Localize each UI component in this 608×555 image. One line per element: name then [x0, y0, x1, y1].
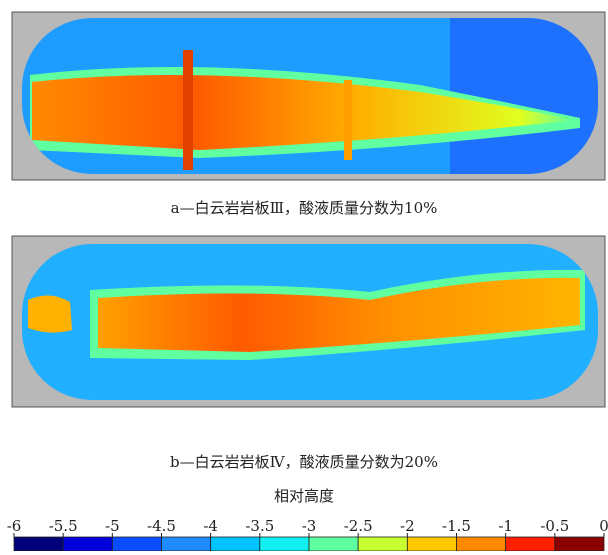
tick-label: -6 [7, 517, 22, 535]
panel-a [12, 12, 605, 180]
tick-label: -1.5 [442, 517, 471, 535]
colorbar-segment [211, 537, 260, 551]
colorbar-segment [162, 537, 211, 551]
colorbar-title: 相对高度 [274, 487, 334, 505]
colorbar-segment [555, 537, 604, 551]
panel-b [12, 236, 605, 407]
tick-label: -3 [302, 517, 317, 535]
tick-label: -5.5 [49, 517, 78, 535]
tick-label: -4.5 [147, 517, 176, 535]
tick-label: -2.5 [344, 517, 373, 535]
colorbar-segment [260, 537, 309, 551]
caption: b—白云岩岩板Ⅳ，酸液质量分数为20% [170, 453, 438, 471]
colorbar-segment [112, 537, 161, 551]
tick-label: -3.5 [245, 517, 274, 535]
tick-label: 0 [599, 517, 608, 535]
colorbar: -6 -5.5 -5 -4.5 -4 -3.5 -3 -2.5 -2 -1.5 -1 -0.5 0 [7, 517, 608, 551]
colorbar-segment [358, 537, 407, 551]
colorbar-segment [63, 537, 112, 551]
colorbar-segment [14, 537, 63, 551]
caption: a—白云岩岩板Ⅲ，酸液质量分数为10% [171, 199, 438, 217]
colorbar-segment [506, 537, 555, 551]
colorbar-segment [457, 537, 506, 551]
tick-label: -1 [498, 517, 513, 535]
tick-label: -2 [400, 517, 415, 535]
colorbar-segment [309, 537, 358, 551]
colorbar-segment [407, 537, 456, 551]
figure: a—白云岩岩板Ⅲ，酸液质量分数为10% b—白云岩岩板Ⅳ，酸液质量分数为20% … [0, 0, 608, 551]
tick-label: -5 [105, 517, 120, 535]
tick-label: -4 [203, 517, 218, 535]
tick-label: -0.5 [540, 517, 569, 535]
